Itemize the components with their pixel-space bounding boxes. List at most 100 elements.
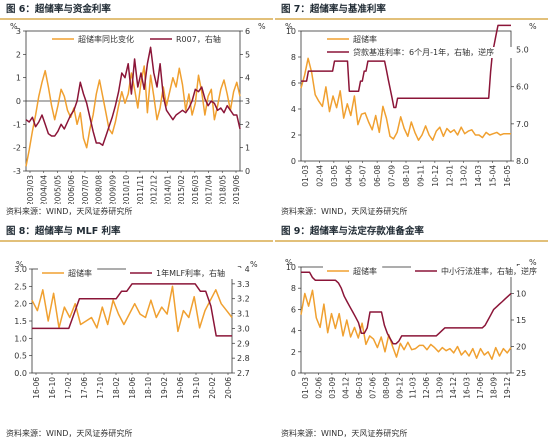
left-tick-label: -1: [13, 120, 21, 129]
right-tick-label: 3.3: [237, 280, 250, 289]
x-tick-label: 2006/06: [67, 175, 76, 204]
left-tick-label: 8: [291, 284, 296, 293]
chart-plot: % % 0.0 0.5 1.0 1.5 2.0 2.5 3.0 2.7 2.8 2.9 3.0 3.1 3.…: [14, 260, 258, 399]
x-tick-label: 17-10: [96, 377, 105, 399]
right-tick-label: 2.9: [237, 339, 250, 348]
x-tick-label: 08-09: [382, 377, 391, 399]
x-tick-label: 16-10: [48, 377, 57, 399]
right-tick-label: 2.7: [237, 369, 250, 378]
right-tick-label: 5: [245, 50, 250, 59]
x-tick-label: 2018/05: [218, 175, 227, 204]
x-tick-label: 06-03: [355, 377, 364, 399]
x-tick-label: 2012/12: [150, 175, 159, 204]
x-tick-label: 2011/11: [136, 175, 145, 204]
legend-label: 超储率: [353, 34, 377, 44]
series-line-1: [300, 289, 512, 360]
x-tick-label: 04-12: [341, 377, 350, 399]
x-tick-label: 20-02: [208, 377, 217, 399]
chart-title: 图 6：超储率与资金利率: [6, 4, 111, 15]
chart-source: 资料来源：WIND，天风证券研究所: [6, 429, 133, 438]
x-tick-label: 04-06: [344, 165, 353, 187]
x-tick-label: 2019/06: [232, 175, 241, 204]
left-tick-label: 6: [291, 305, 296, 314]
right-axis-unit: %: [529, 258, 537, 267]
x-tick-label: 2009/09: [108, 175, 117, 204]
left-tick-label: 2: [291, 131, 296, 140]
x-tick-label: 19-06: [176, 377, 185, 399]
left-tick-label: 6: [291, 79, 296, 88]
left-tick-label: 0.0: [14, 369, 27, 378]
left-tick-label: 0: [16, 97, 21, 106]
x-tick-label: 02-04: [315, 165, 324, 187]
right-tick-label: 2: [245, 120, 250, 129]
left-tick-label: 3: [16, 27, 21, 36]
right-tick-label: 3.1: [237, 310, 250, 319]
x-tick-label: 2005/05: [53, 175, 62, 204]
chart-panel-9: 图 9：超储率与法定存款准备金率 %%024681051015202501-03…: [275, 222, 550, 443]
legend-bg: [323, 266, 383, 277]
chart-title: 图 9：超储率与法定存款准备金率: [281, 226, 424, 237]
left-tick-label: 10: [286, 263, 296, 272]
x-tick-label: 17-06: [476, 377, 485, 399]
left-tick-label: 1: [16, 74, 21, 83]
x-tick-label: 2017/04: [205, 175, 214, 204]
series-line-2: [32, 283, 232, 337]
chart-panel-6: 图 6：超储率与资金利率 %% -3 -2 -1 0 1 2 3 0 1 2 3 4 5 6 2003/03 2…: [0, 0, 275, 221]
x-tick-label: 2003/03: [26, 175, 35, 204]
right-axis-unit: %: [250, 260, 258, 269]
legend-bg: [323, 47, 517, 58]
right-tick-label: 0: [245, 167, 250, 176]
left-axis-unit: %: [10, 22, 18, 31]
x-tick-label: 12-06: [422, 377, 431, 399]
right-tick-label: 5.0: [516, 46, 529, 55]
left-tick-label: 2.5: [14, 282, 27, 291]
x-tick-label: 2015/02: [177, 175, 186, 204]
x-tick-label: 11-03: [409, 377, 418, 399]
x-tick-label: 15-04: [489, 165, 498, 187]
x-tick-label: 18-09: [490, 377, 499, 399]
series-line-2: [301, 24, 511, 109]
x-tick-label: 2016/03: [191, 175, 200, 204]
x-tick-label: 08-10: [402, 165, 411, 187]
x-tick-label: 06-08: [373, 165, 382, 187]
left-axis-unit: %: [16, 260, 24, 269]
x-tick-label: 16-05: [503, 165, 512, 187]
x-tick-label: 19-12: [503, 377, 512, 399]
legend-label: 中小行法准率，右轴，逆序: [441, 266, 537, 276]
x-tick-label: 07-09: [388, 165, 397, 187]
x-tick-label: 12-01: [445, 165, 454, 187]
right-tick-label: 25: [516, 369, 526, 378]
chart-panel-7: 图 7：超储率与基准利率 %% 0 2 4 6 8 10 5.0 6.0 7.0 8.0 01-03 0…: [275, 0, 550, 221]
legend-bg: [146, 34, 239, 45]
title-rule: [275, 240, 548, 242]
legend-bg: [323, 34, 383, 45]
right-tick-label: 3.0: [237, 324, 250, 333]
left-tick-label: 0: [291, 369, 296, 378]
left-tick-label: 2: [291, 348, 296, 357]
x-tick-label: 03-09: [328, 377, 337, 399]
left-tick-label: 2: [16, 50, 21, 59]
right-axis-unit: %: [529, 22, 537, 31]
x-tick-label: 20-06: [224, 377, 233, 399]
right-tick-label: 3.2: [237, 295, 250, 304]
series-line-2: [301, 271, 512, 345]
title-rule: [0, 240, 273, 242]
left-tick-label: 4: [291, 327, 296, 336]
title-rule: [275, 18, 548, 20]
legend-label: 超储率: [68, 268, 92, 278]
x-tick-label: 09-11: [416, 165, 425, 187]
chart-source: 资料来源：WIND，天风证券研究所: [6, 207, 133, 216]
chart-plot: % % -3 -2 -1 0 1 2 3 0 1 2 3 4 5 6 2003/03 2004/04 2005/05…: [10, 22, 266, 204]
right-axis-unit: %: [258, 22, 266, 31]
right-tick-label: 4: [245, 74, 250, 83]
x-tick-label: 18-02: [112, 377, 121, 399]
x-tick-label: 2014/01: [163, 175, 172, 204]
x-tick-label: 02-06: [314, 377, 323, 399]
legend-label: 1年MLF利率，右轴: [156, 268, 225, 278]
left-tick-label: 3.0: [14, 265, 27, 274]
left-tick-label: 2.0: [14, 300, 27, 309]
title-rule: [0, 18, 273, 20]
x-tick-label: 2004/04: [40, 175, 49, 204]
x-tick-label: 01-03: [301, 377, 310, 399]
legend-label: 贷款基准利率：6个月-1年，右轴，逆序: [353, 47, 494, 57]
